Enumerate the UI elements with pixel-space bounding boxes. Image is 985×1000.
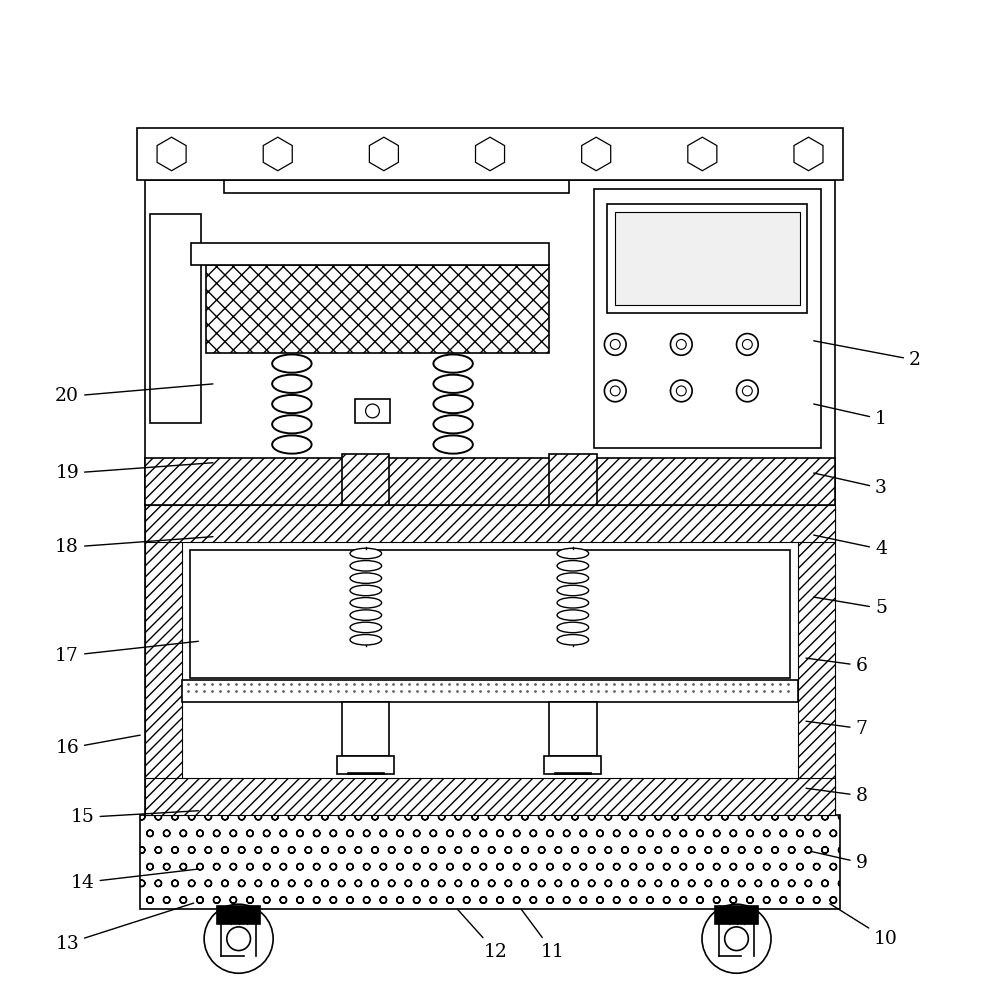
Ellipse shape <box>558 610 589 620</box>
Bar <box>342 702 389 756</box>
Ellipse shape <box>558 585 589 596</box>
Bar <box>550 702 597 756</box>
Bar <box>145 505 835 542</box>
Polygon shape <box>369 137 398 171</box>
Text: 17: 17 <box>55 641 198 665</box>
Bar <box>140 815 840 909</box>
Bar <box>182 680 798 702</box>
Ellipse shape <box>272 375 311 393</box>
Ellipse shape <box>433 415 473 433</box>
Text: 16: 16 <box>55 735 140 757</box>
Circle shape <box>227 927 250 951</box>
Text: 7: 7 <box>806 720 868 738</box>
Ellipse shape <box>558 622 589 633</box>
Text: 5: 5 <box>814 597 887 617</box>
Text: 10: 10 <box>830 904 897 948</box>
Ellipse shape <box>350 561 381 571</box>
Circle shape <box>677 386 687 396</box>
Circle shape <box>365 404 379 418</box>
Ellipse shape <box>558 598 589 608</box>
Bar <box>150 214 201 423</box>
Ellipse shape <box>272 435 311 454</box>
Text: 18: 18 <box>55 537 213 556</box>
Polygon shape <box>794 137 823 171</box>
Circle shape <box>611 339 621 349</box>
Bar <box>355 399 390 423</box>
Text: 14: 14 <box>71 869 198 892</box>
Ellipse shape <box>433 354 473 373</box>
Polygon shape <box>688 137 717 171</box>
Ellipse shape <box>433 395 473 413</box>
Text: 3: 3 <box>814 473 887 497</box>
Text: 20: 20 <box>55 384 213 405</box>
Ellipse shape <box>350 598 381 608</box>
Bar <box>145 458 835 505</box>
Ellipse shape <box>558 573 589 583</box>
Circle shape <box>725 927 749 951</box>
Bar <box>206 265 550 353</box>
Ellipse shape <box>272 395 311 413</box>
Ellipse shape <box>558 561 589 571</box>
Text: 6: 6 <box>806 657 868 675</box>
Circle shape <box>743 386 753 396</box>
Text: 8: 8 <box>806 787 868 805</box>
Bar <box>145 778 835 815</box>
Text: 2: 2 <box>814 341 921 369</box>
Ellipse shape <box>558 635 589 645</box>
Circle shape <box>671 334 692 355</box>
Bar <box>182 542 798 778</box>
Ellipse shape <box>350 622 381 633</box>
Bar <box>616 212 800 305</box>
Text: 1: 1 <box>814 404 887 428</box>
Bar <box>137 128 843 180</box>
Circle shape <box>743 339 753 349</box>
Text: 19: 19 <box>55 463 213 482</box>
Text: 13: 13 <box>55 903 194 953</box>
Bar <box>224 180 569 193</box>
Ellipse shape <box>350 610 381 620</box>
Ellipse shape <box>272 415 311 433</box>
Bar <box>145 505 182 815</box>
Bar <box>342 454 389 505</box>
Bar <box>608 204 808 313</box>
Bar <box>145 180 835 505</box>
Bar <box>217 906 260 924</box>
Text: 15: 15 <box>71 808 198 826</box>
Ellipse shape <box>350 573 381 583</box>
Text: 9: 9 <box>812 852 868 872</box>
Text: 4: 4 <box>814 535 887 558</box>
Polygon shape <box>263 137 293 171</box>
Bar <box>337 756 394 774</box>
Circle shape <box>677 339 687 349</box>
Ellipse shape <box>558 548 589 559</box>
Ellipse shape <box>433 375 473 393</box>
Bar <box>715 906 758 924</box>
Ellipse shape <box>350 585 381 596</box>
Circle shape <box>605 334 626 355</box>
Circle shape <box>611 386 621 396</box>
Bar <box>191 243 550 265</box>
Ellipse shape <box>350 635 381 645</box>
Bar <box>190 550 790 678</box>
Circle shape <box>737 380 758 402</box>
Text: 11: 11 <box>521 909 564 961</box>
Bar <box>798 505 835 815</box>
Bar <box>550 454 597 505</box>
Circle shape <box>737 334 758 355</box>
Ellipse shape <box>272 354 311 373</box>
Polygon shape <box>157 137 186 171</box>
Bar <box>545 756 602 774</box>
Polygon shape <box>582 137 611 171</box>
Circle shape <box>204 904 273 973</box>
Bar <box>594 189 821 448</box>
Bar <box>145 505 835 815</box>
Ellipse shape <box>350 548 381 559</box>
Circle shape <box>702 904 771 973</box>
Polygon shape <box>476 137 504 171</box>
Circle shape <box>671 380 692 402</box>
Ellipse shape <box>433 435 473 454</box>
Text: 12: 12 <box>457 909 507 961</box>
Circle shape <box>605 380 626 402</box>
